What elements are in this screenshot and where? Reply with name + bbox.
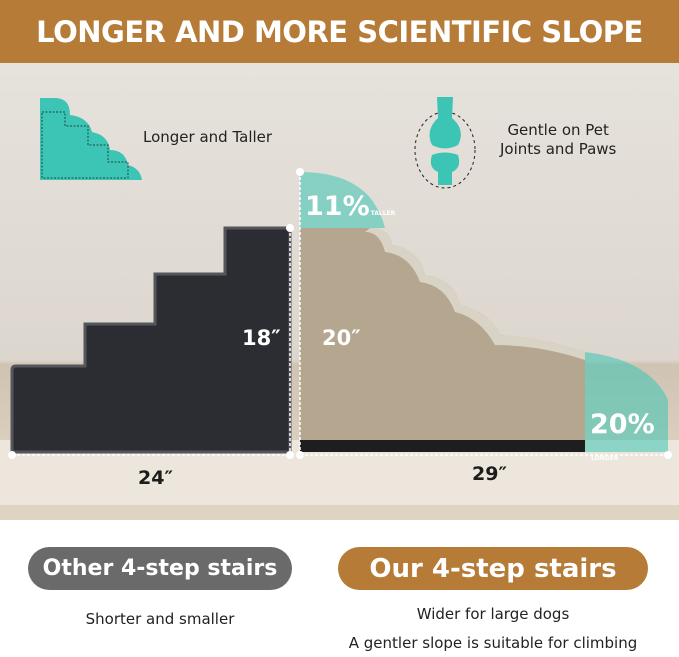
our-stairs-pill: Our 4-step stairs <box>338 547 648 590</box>
other-stairs <box>10 226 292 454</box>
other-stairs-pill: Other 4-step stairs <box>28 547 292 590</box>
our-height: 20″ <box>322 326 361 350</box>
our-length: 29″ <box>472 463 507 485</box>
stairs-illustration <box>0 63 679 520</box>
feature-gentle-line1: Gentle on Pet <box>507 121 609 139</box>
banner-title: LONGER AND MORE SCIENTIFIC SLOPE <box>0 0 679 63</box>
feature-gentle-line2: Joints and Paws <box>500 140 617 158</box>
taller-highlight <box>300 172 385 228</box>
product-scene: Longer and Taller Gentle on Pet Joints a… <box>0 63 679 520</box>
longer-highlight <box>585 352 668 452</box>
our-caption-1: Wider for large dogs <box>416 605 570 623</box>
other-length: 24″ <box>138 467 173 489</box>
other-height: 18″ <box>242 326 281 350</box>
our-caption-2: A gentler slope is suitable for climbing <box>348 634 638 652</box>
other-caption: Shorter and smaller <box>85 610 235 628</box>
our-stairs <box>300 228 585 440</box>
joint-bone-icon <box>414 97 476 189</box>
feature-longer-taller: Longer and Taller <box>143 128 273 146</box>
taller-badge: 11%TALLER <box>305 191 396 222</box>
longer-badge: 20%LONGER <box>590 409 655 462</box>
